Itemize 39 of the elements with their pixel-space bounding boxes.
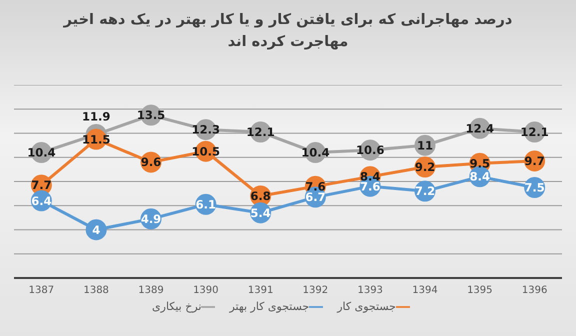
data-label: 4.9 xyxy=(140,212,162,226)
data-label: 4 xyxy=(92,222,100,237)
data-label: 12.4 xyxy=(466,121,494,136)
x-tick-label: 1394 xyxy=(412,285,438,296)
data-label: 12.1 xyxy=(520,125,549,140)
data-label: 6.8 xyxy=(250,188,271,203)
x-tick-label: 1387 xyxy=(28,285,54,296)
data-label: 10.4 xyxy=(27,146,56,160)
data-label: 12.1 xyxy=(246,125,275,140)
data-label: 6.4 xyxy=(31,194,52,208)
data-label: 7.7 xyxy=(31,178,52,192)
chart-title: درصد مهاجرانی که برای یافتن کار و یا کار بهتر در یک دهه اخیر مهاجرت کرده اند xyxy=(62,11,514,52)
data-label: 5.4 xyxy=(250,206,271,220)
x-tick-label: 1392 xyxy=(302,285,328,296)
data-label: 9.5 xyxy=(470,156,490,170)
x-tick-label: 1388 xyxy=(83,285,109,296)
data-label: 9.6 xyxy=(140,155,162,170)
data-label: 6.1 xyxy=(196,197,216,212)
data-label: 10.6 xyxy=(356,143,384,158)
data-label: 8.4 xyxy=(470,170,490,184)
data-label: 9.7 xyxy=(524,154,545,168)
data-label: 9.2 xyxy=(414,160,436,174)
x-tick-label: 1389 xyxy=(138,285,164,296)
data-label: 10.4 xyxy=(301,146,330,160)
x-tick-label: 1395 xyxy=(467,285,493,296)
data-label: 7.5 xyxy=(524,180,545,195)
data-label: 11 xyxy=(416,138,434,152)
data-label: 12.3 xyxy=(192,122,220,137)
legend-label: نرخ بیکاری xyxy=(152,300,202,314)
x-tick-label: 1391 xyxy=(248,285,274,296)
x-tick-label: 1396 xyxy=(522,285,548,296)
x-tick-label: 1393 xyxy=(357,285,383,296)
x-tick-label: 1390 xyxy=(193,285,219,296)
data-label: 7.2 xyxy=(414,184,436,198)
data-label: 11.9 xyxy=(82,109,110,124)
legend-label: جستجوی کار xyxy=(337,300,396,314)
data-label: 13.5 xyxy=(136,108,166,122)
legend-label: جستجوی کار بهتر xyxy=(229,300,310,314)
data-label: 6.7 xyxy=(305,190,326,204)
